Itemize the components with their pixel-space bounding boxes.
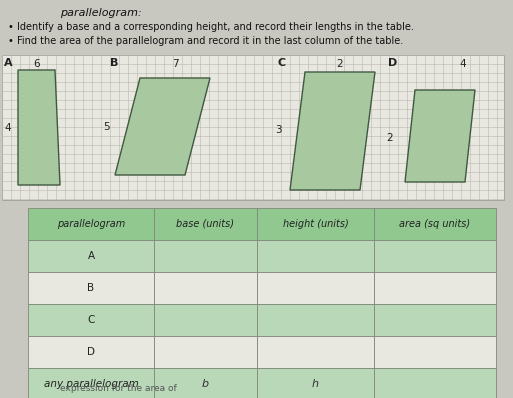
Bar (257, 272, 374, 304)
Bar (374, 304, 496, 336)
Polygon shape (115, 78, 210, 175)
Text: C: C (87, 315, 95, 325)
Bar (28, 272, 154, 304)
Bar (154, 368, 257, 398)
Bar (154, 304, 257, 336)
Text: 6: 6 (34, 59, 41, 69)
Bar (154, 272, 257, 304)
Bar (28, 240, 154, 272)
Bar (28, 368, 154, 398)
Polygon shape (405, 90, 475, 182)
Bar (28, 336, 154, 368)
Bar (257, 368, 374, 398)
Text: A: A (87, 251, 94, 261)
Text: A: A (4, 58, 13, 68)
Bar (28, 304, 154, 336)
Text: 3: 3 (274, 125, 281, 135)
Text: b: b (202, 379, 209, 389)
Text: 2: 2 (337, 59, 343, 69)
Polygon shape (18, 70, 60, 185)
Text: 4: 4 (5, 123, 11, 133)
Text: C: C (278, 58, 286, 68)
Text: 5: 5 (104, 122, 110, 132)
Text: 7: 7 (172, 59, 179, 69)
Bar (257, 304, 374, 336)
Bar (154, 208, 257, 240)
Text: base (units): base (units) (176, 219, 234, 229)
Text: 2: 2 (387, 133, 393, 143)
Bar (28, 208, 154, 240)
Text: expression for the area of: expression for the area of (60, 384, 177, 393)
Polygon shape (290, 72, 375, 190)
Bar (374, 240, 496, 272)
Text: 4: 4 (460, 59, 466, 69)
Text: • Find the area of the parallelogram and record it in the last column of the tab: • Find the area of the parallelogram and… (8, 36, 403, 46)
Text: height (units): height (units) (283, 219, 348, 229)
Bar (257, 240, 374, 272)
Bar (257, 208, 374, 240)
Text: D: D (87, 347, 95, 357)
Bar (154, 240, 257, 272)
Text: parallelogram: parallelogram (57, 219, 125, 229)
Bar (374, 208, 496, 240)
Bar (374, 368, 496, 398)
Text: • Identify a base and a corresponding height, and record their lengths in the ta: • Identify a base and a corresponding he… (8, 22, 414, 32)
Bar (374, 336, 496, 368)
Text: D: D (388, 58, 397, 68)
Bar (2, 55, 504, 200)
Bar (374, 272, 496, 304)
Bar (257, 336, 374, 368)
Bar (154, 336, 257, 368)
Text: B: B (110, 58, 119, 68)
Text: h: h (312, 379, 319, 389)
Text: area (sq units): area (sq units) (400, 219, 470, 229)
Text: parallelogram:: parallelogram: (60, 8, 142, 18)
Text: any parallelogram: any parallelogram (44, 379, 139, 389)
Text: B: B (87, 283, 94, 293)
